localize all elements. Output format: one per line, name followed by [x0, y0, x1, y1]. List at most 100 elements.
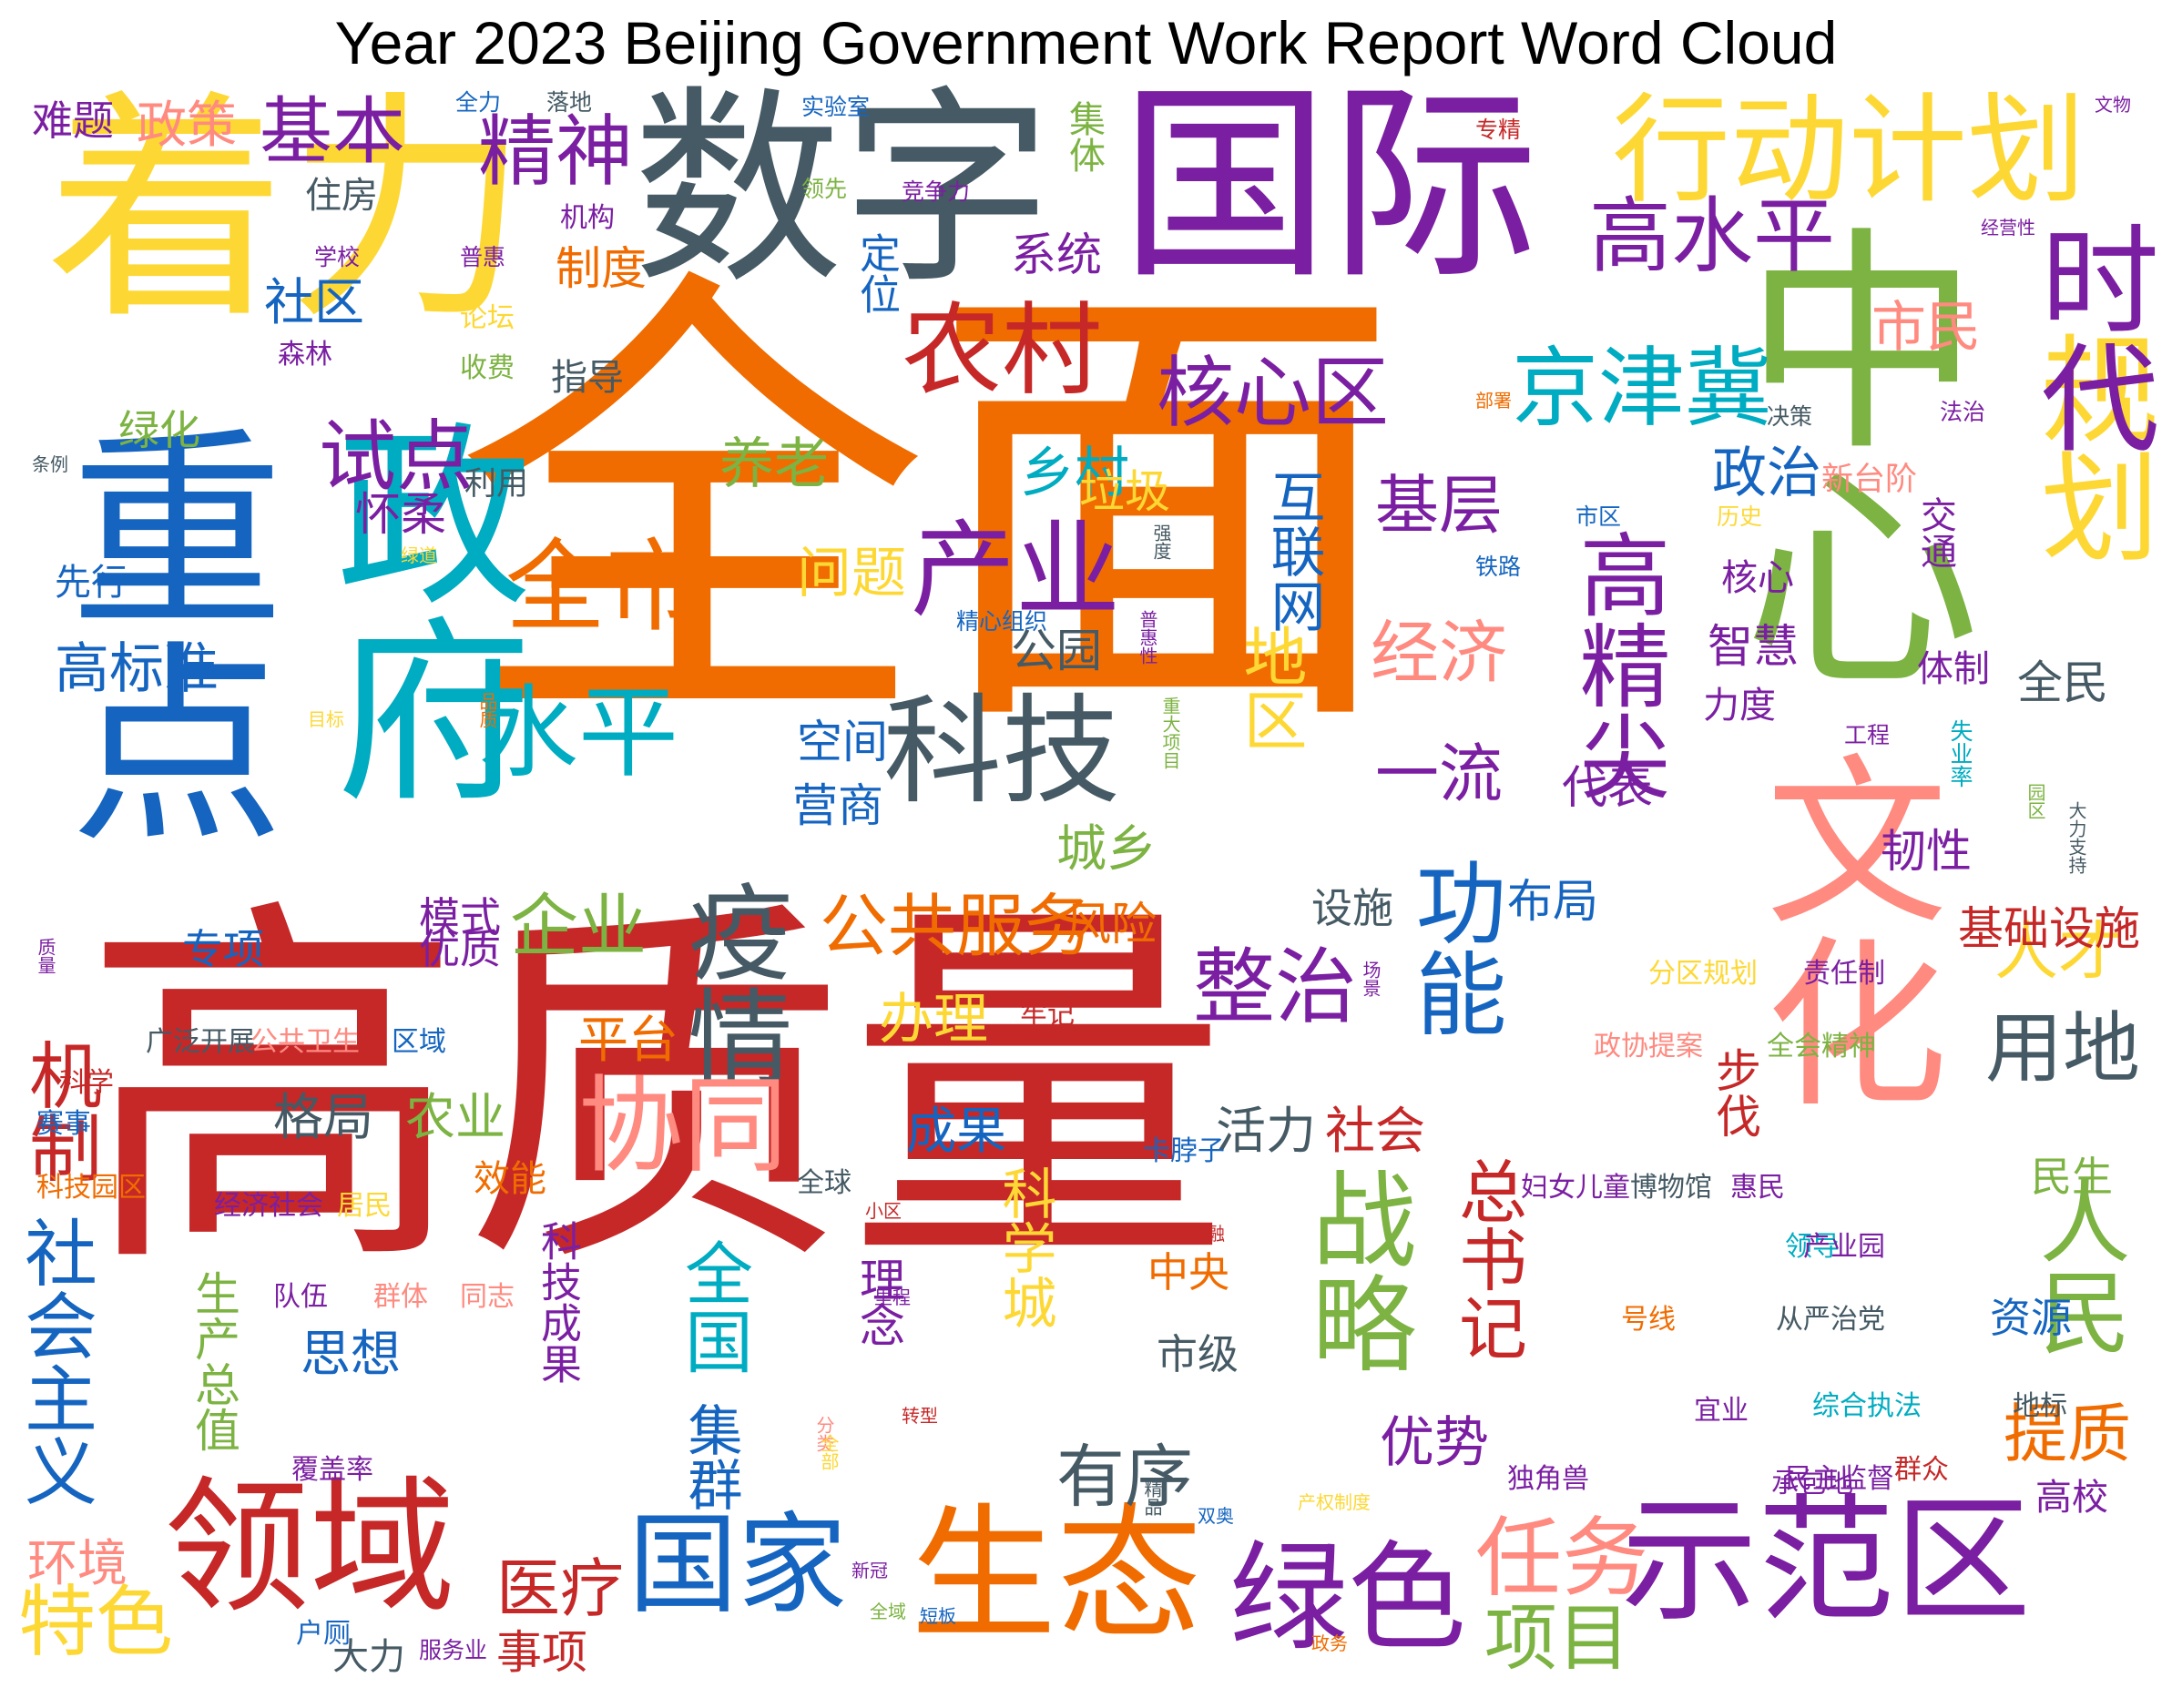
- word-200: 政务: [1311, 1632, 1348, 1654]
- word-122: 责任制: [1803, 958, 1885, 990]
- word-133: 地标: [2013, 1390, 2067, 1422]
- word-186: 重大项目: [1159, 696, 1181, 769]
- word-124: 产业园: [1803, 1231, 1885, 1263]
- word-116: 效能: [474, 1158, 546, 1200]
- word-42: 项目: [1484, 1596, 1630, 1681]
- word-198: 产权制度: [1298, 1491, 1371, 1513]
- word-57: 地区: [1233, 624, 1308, 751]
- word-128: 综合执法: [1812, 1390, 1922, 1422]
- word-119: 政协提案: [1594, 1031, 1703, 1062]
- word-67: 成果: [906, 1102, 1007, 1160]
- word-173: 市区: [1575, 503, 1622, 530]
- word-147: 队伍: [273, 1281, 328, 1313]
- word-140: 区域: [392, 1026, 446, 1058]
- word-83: 全民: [2017, 656, 2108, 709]
- word-151: 户厕: [296, 1618, 351, 1650]
- word-109: 绿化: [118, 406, 201, 454]
- word-64: 格局: [273, 1088, 374, 1146]
- word-84: 代表: [1562, 761, 1653, 814]
- word-16: 科技: [883, 682, 1121, 820]
- word-60: 社区: [264, 273, 365, 331]
- word-137: 卡脖子: [1143, 1135, 1225, 1167]
- word-7: 中心: [1702, 219, 1977, 692]
- word-169: 部署: [1475, 390, 1512, 412]
- word-187: 场景: [1360, 961, 1382, 997]
- word-117: 核心: [1721, 557, 1794, 599]
- word-8: 政府: [302, 414, 531, 806]
- word-149: 同志: [460, 1281, 515, 1313]
- word-86: 韧性: [1881, 825, 1972, 878]
- word-93: 优质: [419, 925, 502, 973]
- word-22: 功能: [1400, 856, 1506, 1038]
- word-110: 难题: [32, 97, 115, 145]
- word-34: 基本: [260, 89, 405, 174]
- word-150: 覆盖率: [291, 1454, 373, 1486]
- word-50: 提质: [2004, 1397, 2131, 1471]
- word-123: 领导: [1785, 1231, 1840, 1263]
- word-38: 机制: [17, 1038, 102, 1184]
- word-53: 优势: [1380, 1411, 1489, 1475]
- word-107: 交通: [1914, 496, 1956, 569]
- word-199: 精品: [1141, 1479, 1163, 1516]
- word-92: 模式: [419, 893, 502, 941]
- word-52: 医疗: [496, 1551, 624, 1626]
- word-82: 垃圾: [1079, 465, 1170, 518]
- word-94: 专项: [182, 925, 265, 973]
- word-49: 有序: [1056, 1437, 1194, 1517]
- word-166: 论坛: [460, 302, 515, 334]
- word-87: 步伐: [1708, 1047, 1761, 1138]
- word-195: 全域: [870, 1601, 906, 1622]
- word-158: 领先: [801, 176, 848, 202]
- word-25: 水平: [478, 675, 678, 791]
- word-162: 经营性: [1981, 217, 2035, 239]
- word-183: 质量: [35, 938, 56, 974]
- word-184: 强度: [1150, 524, 1172, 560]
- word-79: 系统: [1011, 229, 1102, 281]
- word-1: 全面: [455, 234, 1402, 786]
- word-163: 机构: [560, 202, 615, 234]
- word-31: 整治: [1193, 940, 1357, 1035]
- word-2: 高质量: [82, 869, 1229, 1315]
- word-135: 博物馆: [1630, 1172, 1712, 1204]
- word-63: 科学城: [993, 1165, 1056, 1329]
- word-100: 中央: [1147, 1248, 1230, 1296]
- word-132: 群众: [1894, 1454, 1949, 1486]
- word-105: 民生: [2031, 1153, 2114, 1201]
- word-55: 基层: [1375, 468, 1503, 543]
- word-114: 利用: [464, 466, 529, 503]
- word-90: 设施: [1311, 884, 1394, 932]
- word-26: 产业: [911, 510, 1121, 632]
- word-143: 赛事: [36, 1108, 91, 1140]
- word-17: 绿色: [1229, 1529, 1467, 1667]
- word-35: 高精尖: [1564, 528, 1670, 801]
- word-65: 农业: [405, 1088, 506, 1146]
- word-171: 法治: [1940, 399, 1986, 425]
- word-6: 国际: [1120, 65, 1540, 308]
- word-3: 重点: [33, 419, 281, 847]
- word-182: 目标: [308, 708, 344, 730]
- word-70: 办理: [879, 988, 988, 1052]
- word-192: 分类: [813, 1416, 835, 1452]
- word-115: 先行: [55, 562, 127, 604]
- word-189: 金融: [1188, 1223, 1225, 1245]
- word-170: 决策: [1767, 403, 1813, 430]
- word-138: 广泛开展: [146, 1026, 255, 1058]
- word-54: 经济: [1371, 613, 1508, 693]
- word-88: 基础设施: [1958, 902, 2140, 955]
- word-190: 里程: [874, 1286, 911, 1308]
- word-159: 竞争力: [902, 178, 971, 205]
- word-125: 号线: [1621, 1304, 1676, 1336]
- word-103: 生产总值: [188, 1270, 240, 1452]
- word-80: 定位: [852, 232, 901, 314]
- word-14: 规划: [2021, 328, 2159, 564]
- word-134: 妇女儿童: [1521, 1172, 1630, 1204]
- word-164: 学校: [314, 244, 361, 270]
- word-78: 怀柔: [355, 488, 446, 541]
- word-98: 资源: [1990, 1294, 2073, 1342]
- word-51: 人才: [1994, 914, 2122, 989]
- word-136: 惠民: [1730, 1172, 1785, 1204]
- word-102: 科技成果: [534, 1220, 582, 1384]
- word-73: 问题: [797, 542, 906, 605]
- word-139: 公共卫生: [250, 1026, 360, 1058]
- word-154: 精心组织: [956, 608, 1048, 635]
